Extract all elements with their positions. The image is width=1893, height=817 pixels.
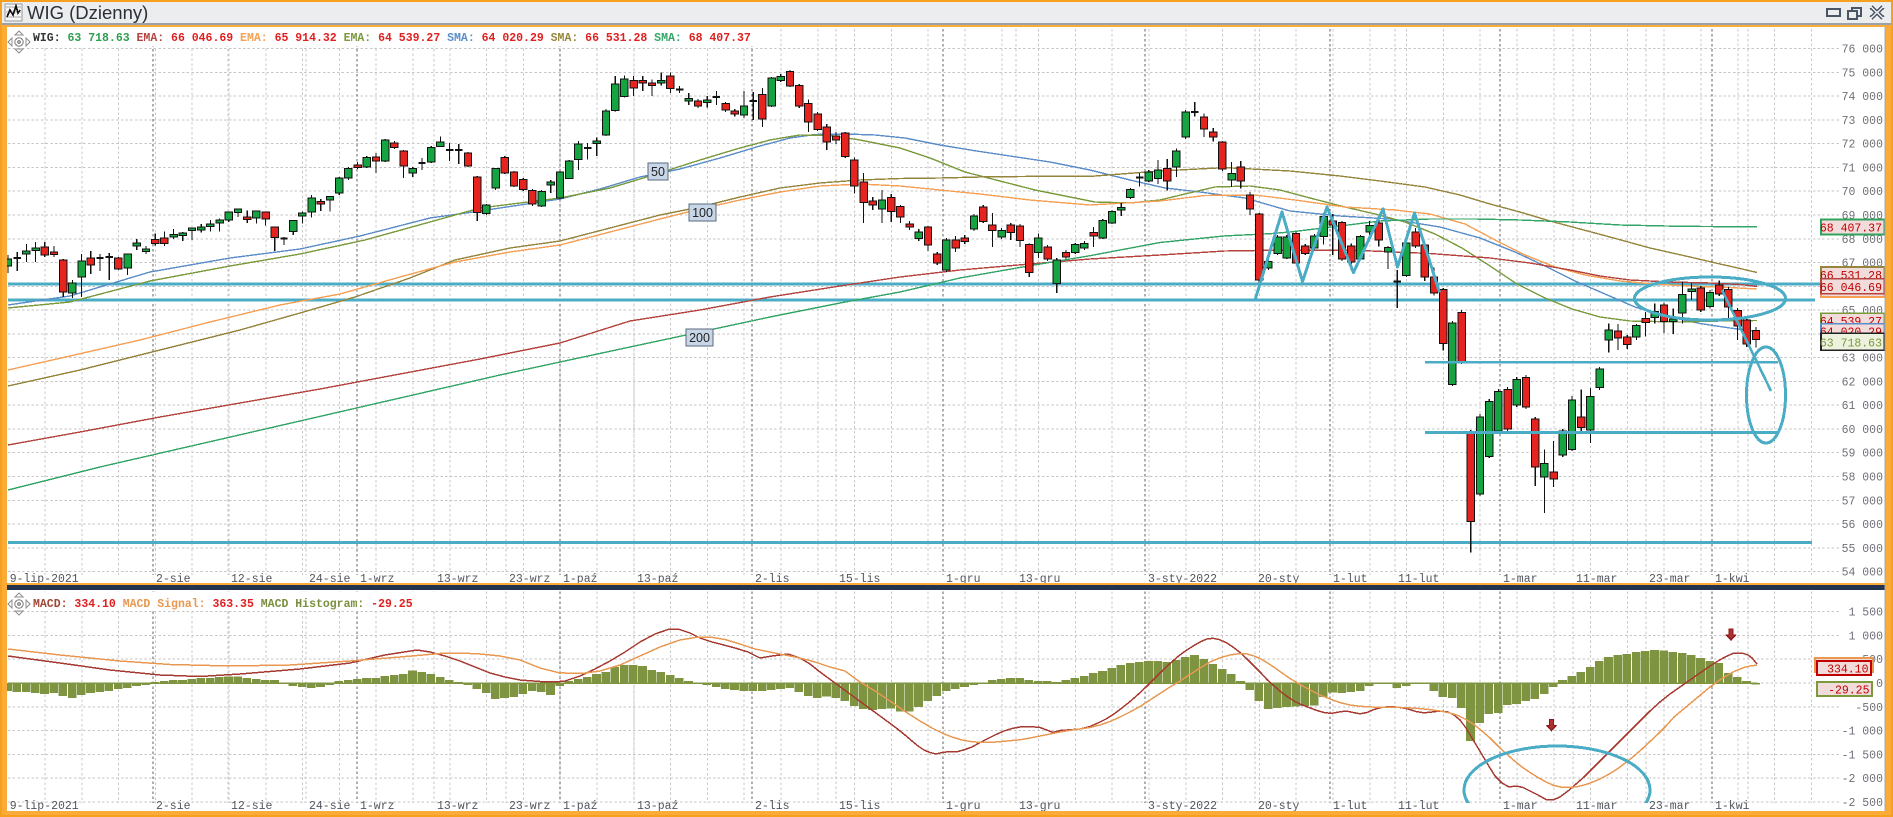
svg-text:11-lut: 11-lut	[1398, 573, 1439, 586]
svg-text:50: 50	[651, 165, 665, 179]
svg-text:1-gru: 1-gru	[946, 800, 981, 813]
svg-text:2-lis: 2-lis	[755, 573, 790, 586]
svg-text:1 000: 1 000	[1848, 631, 1883, 644]
svg-text:100: 100	[692, 206, 713, 220]
svg-text:9-lip-2021: 9-lip-2021	[10, 573, 79, 586]
svg-text:56 000: 56 000	[1842, 519, 1884, 532]
svg-text:WIG: 63 718.63 EMA: 66 046.69: WIG: 63 718.63 EMA: 66 046.69 EMA: 65 91…	[33, 32, 751, 45]
svg-text:74 000: 74 000	[1842, 91, 1884, 104]
svg-text:3-sty-2022: 3-sty-2022	[1148, 800, 1217, 813]
svg-text:23-mar: 23-mar	[1649, 800, 1690, 813]
svg-text:76 000: 76 000	[1842, 44, 1884, 57]
svg-text:-1 000: -1 000	[1842, 726, 1884, 739]
svg-text:9-lip-2021: 9-lip-2021	[10, 800, 79, 813]
svg-text:2-lis: 2-lis	[755, 800, 790, 813]
svg-text:0: 0	[1876, 678, 1883, 691]
svg-text:13-paź: 13-paź	[637, 800, 678, 813]
svg-text:72 000: 72 000	[1842, 139, 1884, 152]
svg-text:1-kwi: 1-kwi	[1715, 573, 1750, 586]
svg-text:61 000: 61 000	[1842, 400, 1884, 413]
svg-text:13-paź: 13-paź	[637, 573, 678, 586]
svg-text:-29.25: -29.25	[1828, 684, 1870, 697]
svg-text:1-lut: 1-lut	[1333, 573, 1368, 586]
svg-text:13-gru: 13-gru	[1019, 573, 1060, 586]
svg-text:12-sie: 12-sie	[231, 573, 273, 586]
svg-text:1-kwi: 1-kwi	[1715, 800, 1750, 813]
svg-text:-1 500: -1 500	[1842, 749, 1884, 762]
svg-text:2-sie: 2-sie	[156, 800, 191, 813]
svg-text:63 718.63: 63 718.63	[1820, 337, 1882, 350]
svg-text:1-lut: 1-lut	[1333, 800, 1368, 813]
svg-text:MACD: 334.10 MACD Signal: 363.: MACD: 334.10 MACD Signal: 363.35 MACD Hi…	[33, 598, 413, 611]
svg-text:23-wrz: 23-wrz	[509, 800, 550, 813]
svg-text:3-sty-2022: 3-sty-2022	[1148, 573, 1217, 586]
svg-text:75 000: 75 000	[1842, 67, 1884, 80]
svg-text:1-paź: 1-paź	[563, 800, 598, 813]
svg-text:334.10: 334.10	[1827, 663, 1869, 676]
svg-text:24-sie: 24-sie	[309, 800, 351, 813]
svg-text:1-gru: 1-gru	[946, 573, 981, 586]
svg-text:1-paź: 1-paź	[563, 573, 598, 586]
svg-text:200: 200	[689, 331, 710, 345]
svg-text:11-mar: 11-mar	[1576, 800, 1617, 813]
svg-text:-500: -500	[1855, 702, 1883, 715]
svg-text:57 000: 57 000	[1842, 495, 1884, 508]
svg-text:20-sty: 20-sty	[1258, 800, 1300, 813]
svg-text:13-wrz: 13-wrz	[437, 800, 478, 813]
svg-text:-2 000: -2 000	[1842, 773, 1884, 786]
svg-text:11-mar: 11-mar	[1576, 573, 1617, 586]
svg-text:63 000: 63 000	[1842, 353, 1884, 366]
svg-text:13-wrz: 13-wrz	[437, 573, 478, 586]
svg-text:66 046.69: 66 046.69	[1820, 282, 1882, 295]
svg-text:54 000: 54 000	[1842, 567, 1884, 580]
svg-text:68 000: 68 000	[1842, 234, 1884, 247]
svg-text:23-wrz: 23-wrz	[509, 573, 550, 586]
svg-text:73 000: 73 000	[1842, 115, 1884, 128]
svg-text:58 000: 58 000	[1842, 472, 1884, 485]
svg-text:-2 500: -2 500	[1842, 797, 1884, 810]
svg-text:59 000: 59 000	[1842, 448, 1884, 461]
svg-text:1-mar: 1-mar	[1503, 573, 1538, 586]
svg-text:2-sie: 2-sie	[156, 573, 191, 586]
svg-text:15-lis: 15-lis	[839, 573, 880, 586]
svg-text:20-sty: 20-sty	[1258, 573, 1300, 586]
svg-text:1 500: 1 500	[1848, 607, 1883, 620]
svg-text:1-wrz: 1-wrz	[360, 800, 395, 813]
svg-text:70 000: 70 000	[1842, 186, 1884, 199]
svg-text:15-lis: 15-lis	[839, 800, 880, 813]
svg-text:23-mar: 23-mar	[1649, 573, 1690, 586]
svg-text:60 000: 60 000	[1842, 424, 1884, 437]
svg-text:1-wrz: 1-wrz	[360, 573, 395, 586]
svg-text:71 000: 71 000	[1842, 163, 1884, 176]
svg-text:62 000: 62 000	[1842, 376, 1884, 389]
svg-text:WIG (Dzienny): WIG (Dzienny)	[27, 2, 148, 23]
svg-text:24-sie: 24-sie	[309, 573, 351, 586]
svg-text:55 000: 55 000	[1842, 543, 1884, 556]
svg-text:68 407.37: 68 407.37	[1820, 222, 1882, 235]
svg-text:1-mar: 1-mar	[1503, 800, 1538, 813]
svg-text:13-gru: 13-gru	[1019, 800, 1060, 813]
svg-text:11-lut: 11-lut	[1398, 800, 1439, 813]
svg-text:12-sie: 12-sie	[231, 800, 273, 813]
